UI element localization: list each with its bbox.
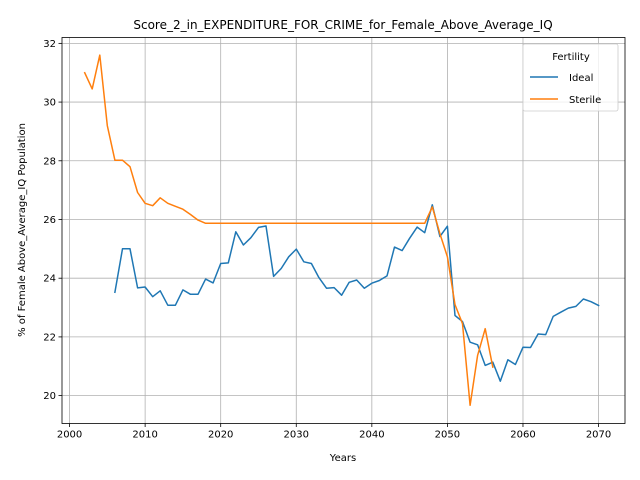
y-axis-label: % of Female Above_Average_IQ Population — [17, 123, 28, 337]
series-lines — [85, 55, 599, 405]
y-tick-label: 22 — [43, 332, 56, 343]
x-tick-label: 2070 — [586, 430, 611, 441]
legend: Fertility Ideal Sterile — [523, 44, 618, 111]
x-tick-label: 2020 — [208, 430, 233, 441]
x-tick-label: 2030 — [284, 430, 309, 441]
y-tick-label: 24 — [43, 274, 56, 285]
legend-label-ideal: Ideal — [569, 73, 593, 84]
y-tick-label: 28 — [43, 156, 56, 167]
x-axis-label: Years — [329, 453, 356, 464]
legend-label-sterile: Sterile — [569, 95, 601, 106]
y-tick-label: 20 — [43, 391, 56, 402]
x-tick-label: 2050 — [435, 430, 460, 441]
x-tick-label: 2040 — [359, 430, 384, 441]
series-line-sterile — [85, 55, 493, 405]
y-tick-label: 26 — [43, 215, 56, 226]
y-tick-label: 32 — [43, 39, 56, 50]
x-tick-label: 2000 — [57, 430, 82, 441]
x-tick-label: 2060 — [510, 430, 535, 441]
series-line-ideal — [115, 205, 599, 381]
chart-title: Score_2_in_EXPENDITURE_FOR_CRIME_for_Fem… — [133, 18, 552, 32]
legend-title: Fertility — [552, 52, 590, 63]
x-tick-label: 2010 — [132, 430, 157, 441]
y-tick-label: 30 — [43, 98, 56, 109]
